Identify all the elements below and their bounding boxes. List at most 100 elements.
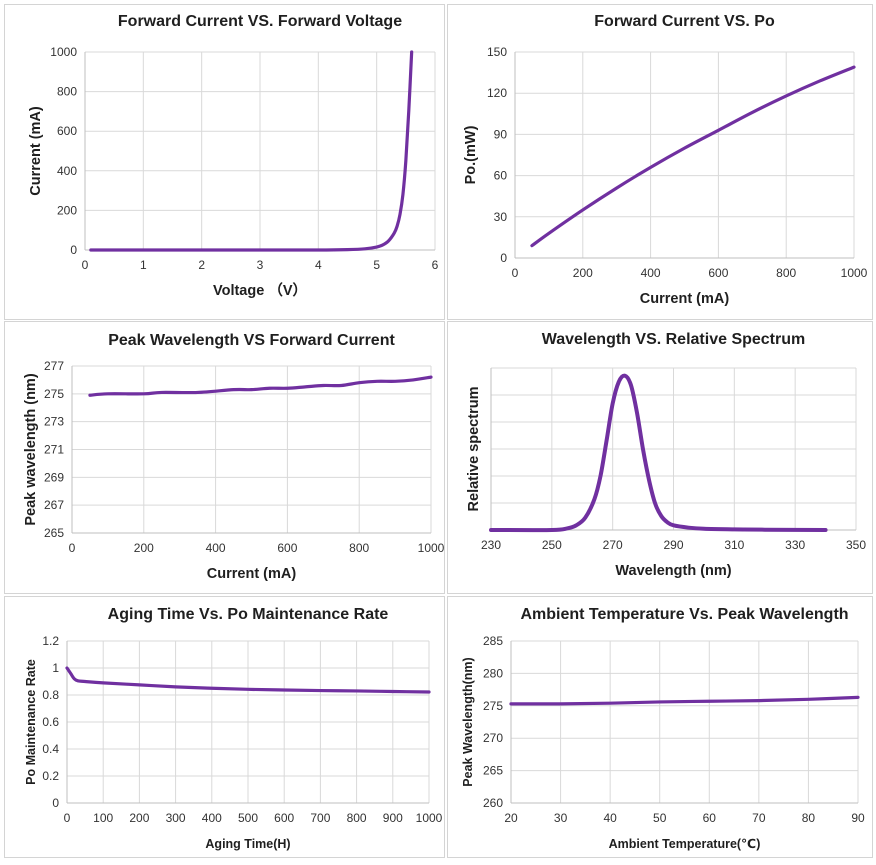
x-tick-label: 310 <box>724 538 744 552</box>
chart-title: Forward Current VS. Po <box>594 13 775 30</box>
x-axis-label: Wavelength (nm) <box>615 563 731 579</box>
x-tick-label: 0 <box>64 811 71 825</box>
x-tick-label: 600 <box>277 541 297 555</box>
y-tick-label: 280 <box>483 666 503 680</box>
y-axis-label: Peak wavelength (nm) <box>23 373 39 525</box>
x-tick-label: 1000 <box>418 541 445 555</box>
x-tick-label: 600 <box>274 811 294 825</box>
chart-panel-po: Forward Current VS. Po 0 200 400 600 800 1000 0… <box>447 4 873 320</box>
y-tick-label: 90 <box>494 127 508 141</box>
y-axis-label: Relative spectrum <box>466 387 482 512</box>
y-tick-label: 800 <box>57 85 77 99</box>
x-axis-label: Voltage （V） <box>213 281 307 299</box>
x-tick-label: 230 <box>481 538 501 552</box>
y-tick-label: 60 <box>494 169 508 183</box>
x-tick-label: 6 <box>432 258 439 272</box>
x-tick-label: 800 <box>776 266 796 280</box>
x-tick-label: 400 <box>641 266 661 280</box>
x-tick-label: 50 <box>653 811 667 825</box>
x-tick-label: 3 <box>257 258 264 272</box>
x-tick-label: 2 <box>198 258 205 272</box>
x-tick-label: 400 <box>202 811 222 825</box>
y-tick-label: 265 <box>483 764 503 778</box>
y-tick-label: 277 <box>44 359 64 373</box>
x-tick-label: 30 <box>554 811 568 825</box>
x-axis: 0 1 2 3 4 5 6 <box>82 52 439 272</box>
x-tick-label: 1000 <box>841 266 868 280</box>
y-axis-label: Peak Wavelength(nm) <box>461 657 475 786</box>
y-tick-label: 0.8 <box>42 688 59 702</box>
x-tick-label: 800 <box>349 541 369 555</box>
y-axis: 265 267 269 271 273 275 277 <box>44 359 431 540</box>
x-tick-label: 0 <box>82 258 89 272</box>
series-line <box>89 50 414 252</box>
x-tick-label: 0 <box>69 541 76 555</box>
chart-title: Ambient Temperature Vs. Peak Wavelength <box>520 606 848 623</box>
y-tick-label: 260 <box>483 796 503 810</box>
y-axis-label: Po.(mW) <box>463 125 479 184</box>
y-tick-label: 30 <box>494 210 508 224</box>
x-tick-label: 800 <box>347 811 367 825</box>
x-tick-label: 1 <box>140 258 147 272</box>
series-line <box>530 65 856 248</box>
y-tick-label: 269 <box>44 470 64 484</box>
x-tick-label: 0 <box>512 266 519 280</box>
y-tick-label: 265 <box>44 526 64 540</box>
series-line <box>88 375 433 397</box>
chart-title: Wavelength VS. Relative Spectrum <box>542 331 805 348</box>
x-tick-label: 600 <box>708 266 728 280</box>
y-tick-label: 0 <box>52 796 59 810</box>
y-tick-label: 120 <box>487 86 507 100</box>
y-axis: 0 0.2 0.4 0.6 0.8 1 1.2 <box>42 634 429 810</box>
x-tick-label: 40 <box>603 811 617 825</box>
y-tick-label: 1.2 <box>42 634 59 648</box>
x-tick-label: 350 <box>846 538 866 552</box>
y-tick-label: 0.2 <box>42 769 59 783</box>
x-tick-label: 100 <box>93 811 113 825</box>
x-tick-label: 90 <box>851 811 865 825</box>
y-axis <box>491 367 856 504</box>
x-tick-label: 60 <box>703 811 717 825</box>
x-tick-label: 700 <box>310 811 330 825</box>
y-tick-label: 200 <box>57 203 77 217</box>
x-tick-label: 200 <box>129 811 149 825</box>
x-axis-label: Current (mA) <box>640 291 730 307</box>
x-tick-label: 290 <box>663 538 683 552</box>
x-tick-label: 20 <box>504 811 518 825</box>
chart-title: Peak Wavelength VS Forward Current <box>108 332 395 349</box>
y-tick-label: 271 <box>44 443 64 457</box>
x-tick-label: 4 <box>315 258 322 272</box>
y-tick-label: 285 <box>483 634 503 648</box>
y-tick-label: 0.4 <box>42 742 59 756</box>
chart-peak-current: Peak Wavelength VS Forward Current 0 200 40… <box>23 332 445 582</box>
series-line <box>489 373 828 533</box>
y-tick-label: 1 <box>52 661 59 675</box>
x-tick-label: 900 <box>383 811 403 825</box>
x-tick-label: 400 <box>206 541 226 555</box>
chart-po: Forward Current VS. Po0 200 400 600 800 10000… <box>463 13 868 307</box>
x-tick-label: 330 <box>785 538 805 552</box>
chart-panel-spectrum: Wavelength VS. Relative Spectrum 230 250 27… <box>447 321 873 594</box>
chart-temp: Ambient Temperature Vs. Peak Wavelength 2… <box>461 606 865 851</box>
x-tick-label: 70 <box>752 811 766 825</box>
chart-title: Aging Time Vs. Po Maintenance Rate <box>108 606 389 623</box>
x-tick-label: 200 <box>134 541 154 555</box>
x-tick-label: 80 <box>802 811 816 825</box>
chart-title: Forward Current VS. Forward Voltage <box>118 13 402 30</box>
y-tick-label: 270 <box>483 731 503 745</box>
y-tick-label: 275 <box>44 387 64 401</box>
y-tick-label: 150 <box>487 45 507 59</box>
y-axis-label: Po Maintenance Rate <box>24 659 38 785</box>
y-tick-label: 0 <box>500 251 507 265</box>
y-tick-label: 400 <box>57 164 77 178</box>
x-axis: 20 30 40 50 60 70 80 90 <box>504 641 865 825</box>
x-tick-label: 300 <box>166 811 186 825</box>
y-tick-label: 0.6 <box>42 715 59 729</box>
y-tick-label: 0 <box>70 243 77 257</box>
chart-iv: Forward Current VS. Forward Voltage 0 1 2 3 4… <box>28 13 439 299</box>
chart-panel-temp: Ambient Temperature Vs. Peak Wavelength 2… <box>447 596 873 858</box>
x-axis-label: Ambient Temperature(℃) <box>609 837 761 851</box>
chart-spectrum: Wavelength VS. Relative Spectrum 230 250 27… <box>466 331 866 579</box>
series-line <box>65 666 431 694</box>
x-tick-label: 250 <box>542 538 562 552</box>
